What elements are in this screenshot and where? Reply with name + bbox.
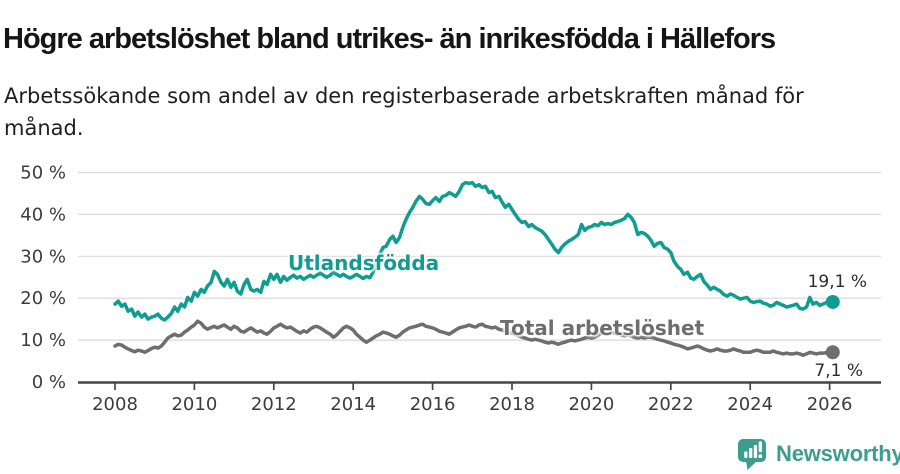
y-tick-label: 50 %: [20, 163, 66, 184]
y-tick-label: 0 %: [32, 372, 66, 393]
y-tick-label: 40 %: [20, 204, 66, 225]
newsworthy-logo: Newsworthy: [738, 437, 900, 471]
page-title: Högre arbetslöshet bland utrikes- än inr…: [3, 23, 776, 56]
x-tick-label: 2012: [251, 394, 297, 415]
series-line: [113, 319, 835, 357]
series-end-dot: [825, 294, 840, 309]
x-tick-label: 2020: [568, 394, 614, 415]
x-tick-label: 2024: [727, 394, 773, 415]
series-label-utlandsfodda: Utlandsfödda: [288, 251, 440, 275]
series-line: [113, 180, 835, 322]
newsworthy-wordmark: Newsworthy: [776, 441, 900, 466]
y-tick-label: 20 %: [20, 288, 66, 309]
x-tick-label: 2022: [648, 394, 694, 415]
series-end-dot: [825, 345, 840, 360]
y-tick-label: 10 %: [20, 330, 66, 351]
x-tick-label: 2018: [489, 394, 535, 415]
y-tick-label: 30 %: [20, 246, 66, 267]
x-tick-label: 2008: [92, 394, 138, 415]
x-tick-label: 2010: [171, 394, 217, 415]
x-tick-label: 2016: [410, 394, 456, 415]
end-value-total: 7,1 %: [814, 361, 863, 381]
x-tick-label: 2026: [807, 394, 853, 415]
page-subtitle: Arbetssökande som andel av den registerb…: [4, 84, 804, 140]
x-tick-label: 2014: [330, 394, 376, 415]
series-label-total-arbetsloshet: Total arbetslöshet: [500, 316, 705, 340]
newsworthy-icon: [738, 439, 766, 470]
end-value-utlandsfodda: 19,1 %: [807, 272, 867, 292]
